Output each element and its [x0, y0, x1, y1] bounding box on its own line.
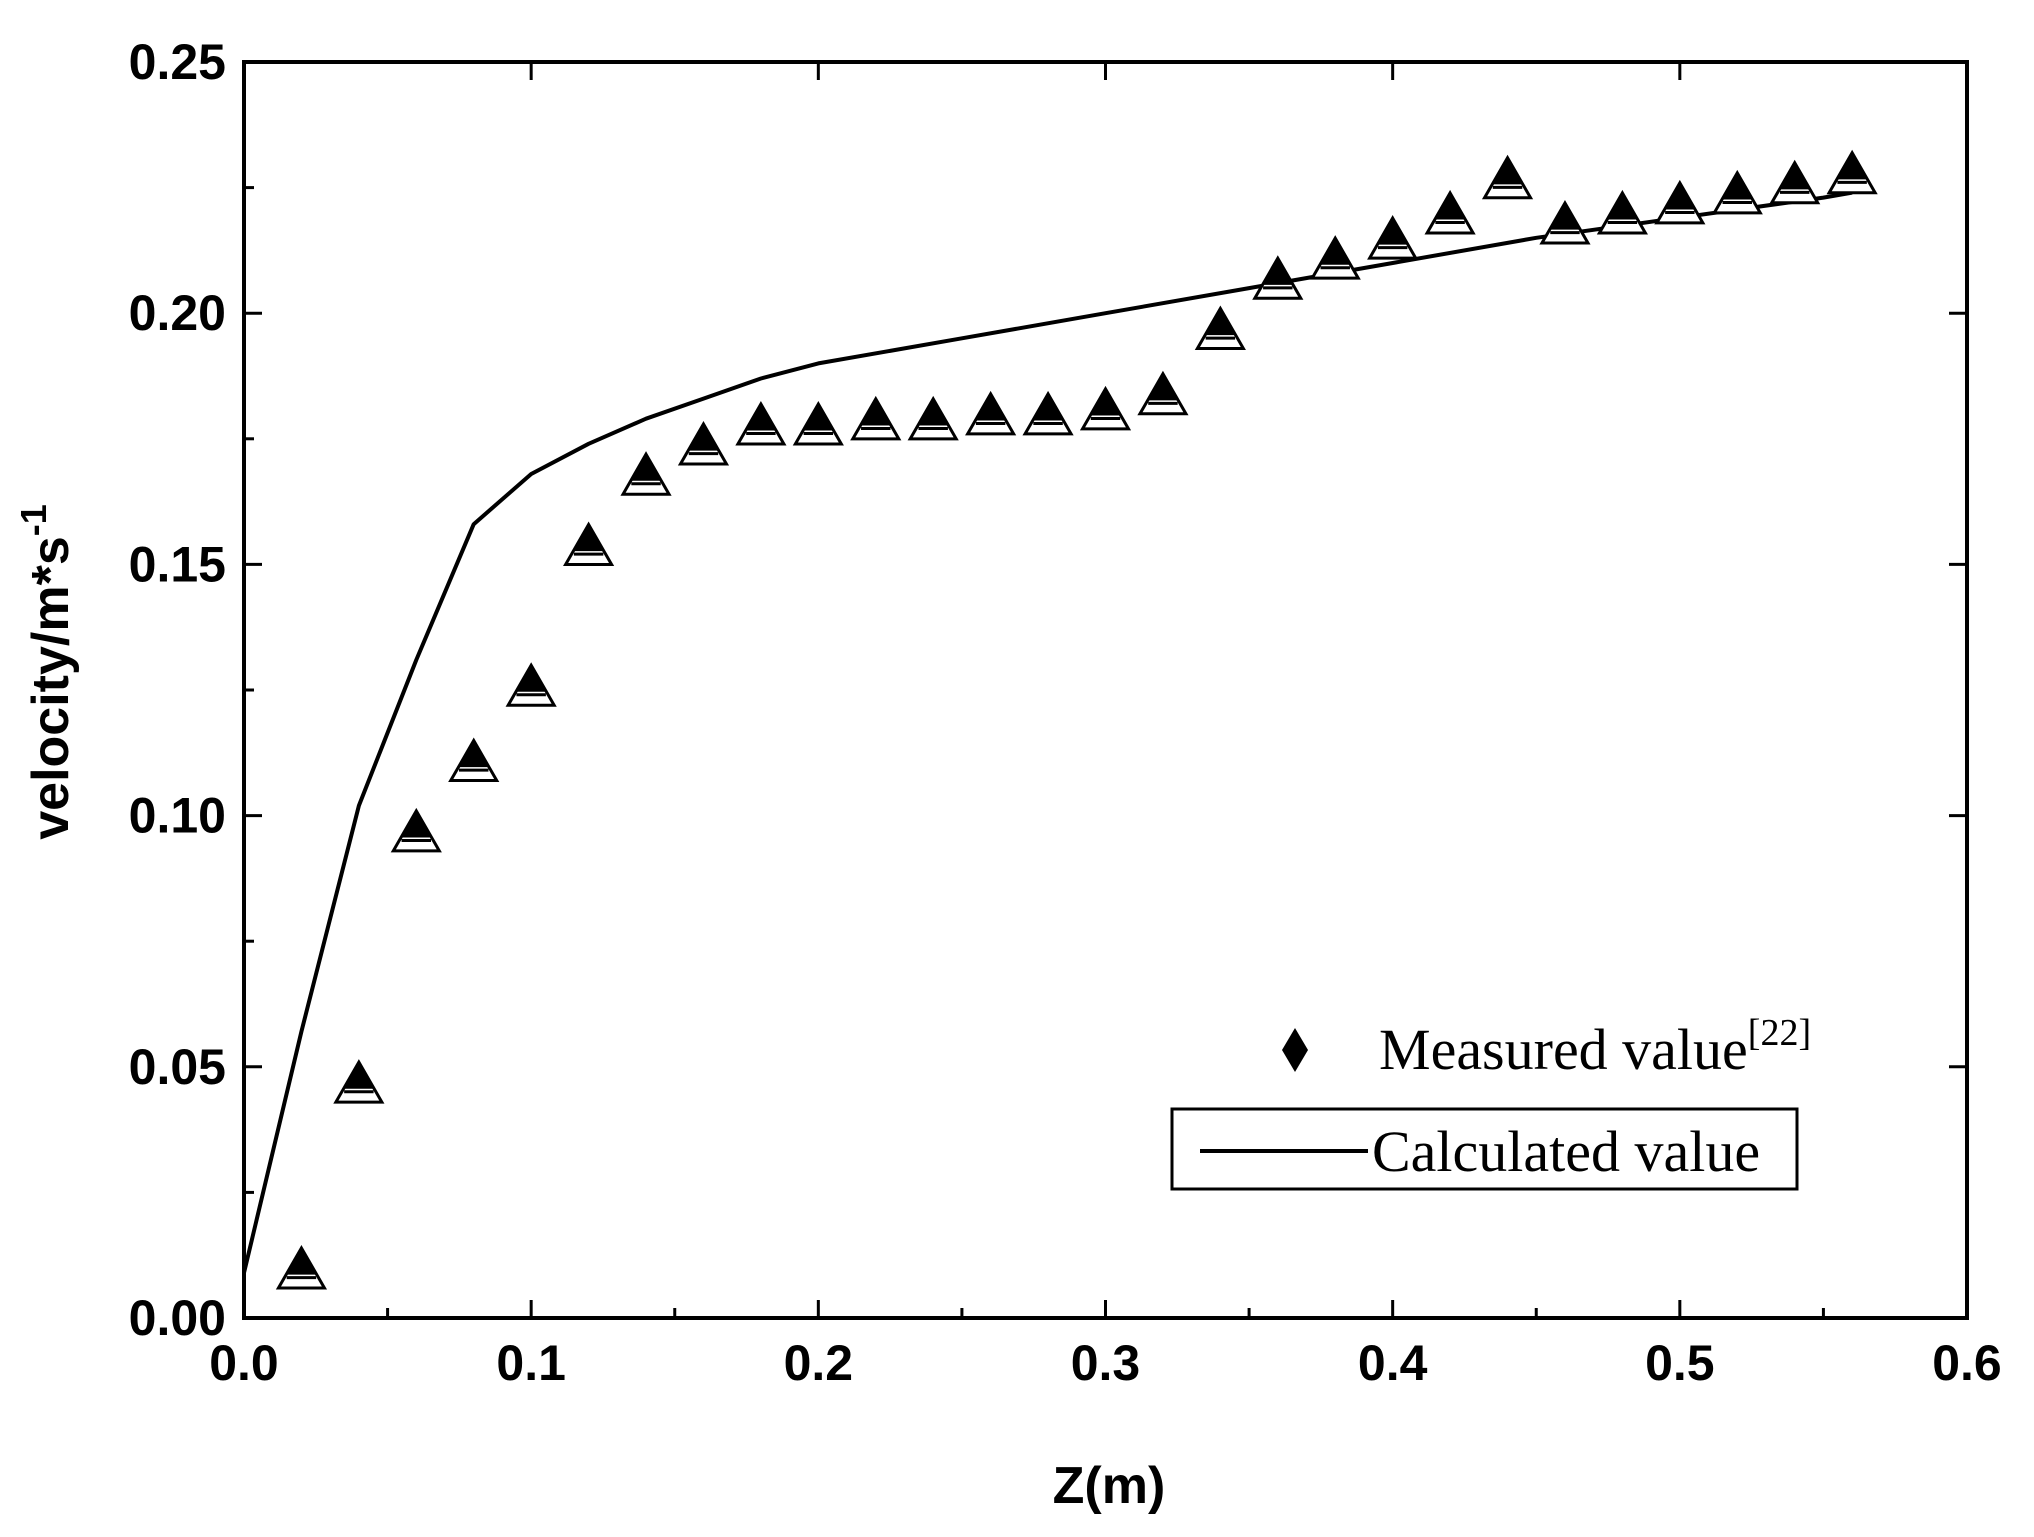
- triangle-marker-fill: [1433, 190, 1467, 220]
- measured-point: [620, 451, 672, 496]
- x-axis-title: Z(m): [1053, 1457, 1166, 1515]
- triangle-marker-fill: [457, 738, 491, 768]
- legend-measured-label: Measured value: [1379, 1017, 1748, 1082]
- triangle-marker-fill: [342, 1060, 376, 1089]
- triangle-marker-fill: [801, 401, 835, 431]
- y-tick-label: 0.05: [129, 1039, 226, 1095]
- y-axis-title: velocity/m*s-1: [13, 504, 80, 840]
- measured-point: [907, 395, 959, 441]
- triangle-marker-fill: [1605, 190, 1639, 220]
- triangle-marker-fill: [1203, 306, 1237, 336]
- x-tick-label: 0.2: [784, 1335, 854, 1391]
- measured-point: [1596, 189, 1648, 235]
- y-tick-label: 0.00: [129, 1290, 226, 1346]
- measured-point: [1826, 149, 1878, 195]
- measured-point: [333, 1059, 385, 1104]
- triangle-marker-fill: [399, 808, 433, 838]
- x-tick-label: 0.3: [1071, 1335, 1141, 1391]
- triangle-marker-fill: [1376, 216, 1410, 245]
- tick-labels: 0.0 0.1 0.2 0.3 0.4 0.5 0.6 0.00 0.05 0.10 0.15 0.2…: [129, 34, 2002, 1391]
- y-tick-label: 0.20: [129, 285, 226, 341]
- x-tick-label: 0.1: [496, 1335, 566, 1391]
- triangle-marker-fill: [1835, 150, 1869, 180]
- x-tick-label: 0.0: [209, 1335, 279, 1391]
- legend-measured-superscript: [22]: [1748, 1012, 1811, 1054]
- triangle-marker-fill: [1261, 256, 1295, 285]
- y-tick-label: 0.25: [129, 34, 226, 90]
- measured-point: [735, 400, 787, 446]
- measured-point: [1654, 179, 1706, 225]
- measured-point: [505, 662, 557, 707]
- measured-point: [1539, 199, 1591, 245]
- triangle-marker-fill: [1146, 371, 1180, 401]
- triangle-marker-fill: [1548, 200, 1582, 230]
- triangle-marker-fill: [284, 1245, 318, 1275]
- measured-point: [1022, 390, 1074, 436]
- axis-ticks: [242, 60, 1969, 1320]
- measured-point: [1309, 235, 1361, 280]
- legend-box: [1170, 1107, 1799, 1191]
- measured-point: [563, 521, 615, 567]
- triangle-marker-fill: [744, 401, 778, 431]
- measured-point: [1711, 169, 1763, 215]
- measured-point: [792, 400, 844, 446]
- triangle-marker-fill: [1720, 170, 1754, 200]
- y-axis-title-group: velocity/m*s-1: [13, 504, 80, 840]
- triangle-marker-fill: [1318, 236, 1352, 265]
- triangle-marker-fill: [1031, 391, 1065, 421]
- measured-point: [448, 737, 500, 783]
- measured-point: [1252, 255, 1304, 300]
- y-axis-title-main: velocity/m*s: [22, 536, 80, 840]
- measured-point: [1194, 305, 1246, 350]
- triangle-marker-fill: [974, 391, 1008, 421]
- measured-point: [677, 421, 730, 466]
- diamond-icon: [1282, 1028, 1308, 1072]
- triangle-marker-fill: [916, 396, 950, 426]
- calculated-value-line: [242, 190, 1853, 1274]
- y-axis-title-superscript: -1: [13, 504, 54, 536]
- calculated-series: [242, 190, 1853, 1274]
- measured-point: [850, 395, 902, 441]
- triangle-marker-fill: [859, 396, 893, 426]
- measured-series: [275, 149, 1878, 1290]
- x-tick-label: 0.5: [1645, 1335, 1715, 1391]
- measured-point: [1079, 385, 1132, 431]
- measured-point: [1481, 154, 1534, 200]
- triangle-marker-fill: [514, 663, 548, 692]
- triangle-marker-fill: [572, 522, 606, 552]
- triangle-marker-fill: [1491, 155, 1524, 185]
- triangle-marker-fill: [629, 452, 663, 481]
- triangle-marker-fill: [1778, 160, 1812, 190]
- y-tick-label: 0.10: [129, 788, 226, 844]
- measured-point: [1424, 189, 1476, 235]
- x-tick-label: 0.6: [1932, 1335, 2002, 1391]
- measured-point: [1769, 159, 1821, 205]
- measured-point: [390, 807, 442, 853]
- legend: Measured value[22] Calculated value: [1170, 1012, 1811, 1191]
- measured-point: [1367, 215, 1419, 260]
- triangle-marker-fill: [687, 422, 720, 451]
- triangle-marker-fill: [1089, 386, 1122, 416]
- x-tick-label: 0.4: [1358, 1335, 1428, 1391]
- legend-calculated-label: Calculated value: [1372, 1119, 1760, 1184]
- y-tick-label: 0.15: [129, 536, 226, 592]
- triangle-marker-fill: [1663, 180, 1697, 210]
- measured-point: [1137, 370, 1189, 416]
- legend-item-measured: Measured value[22]: [1379, 1012, 1811, 1082]
- measured-point: [275, 1244, 328, 1290]
- measured-point: [965, 390, 1017, 436]
